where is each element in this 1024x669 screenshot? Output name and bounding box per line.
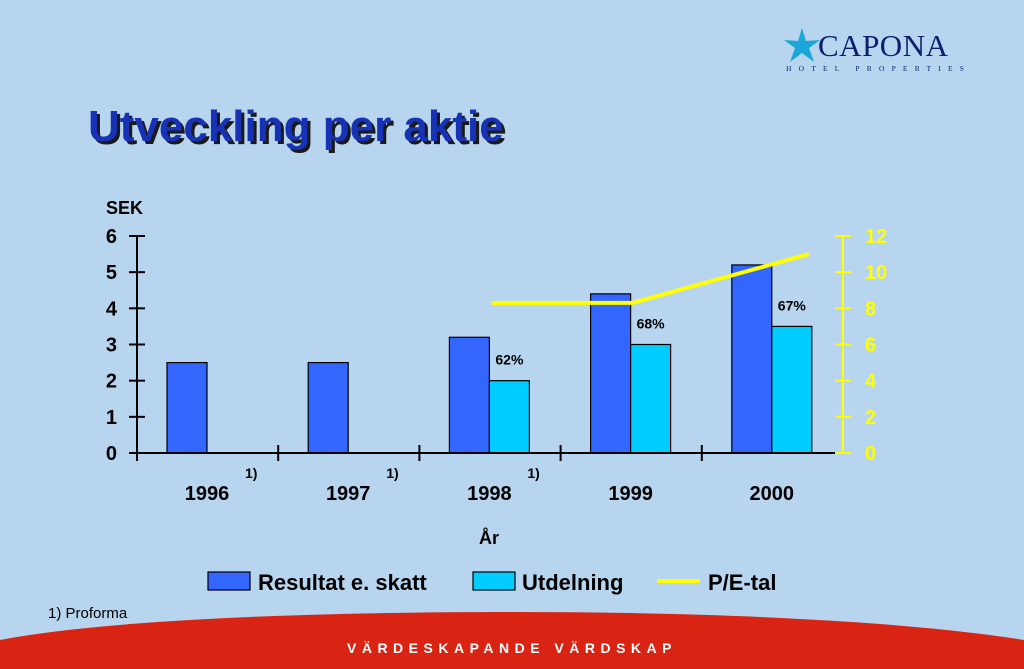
x-tick-note: 1) — [245, 465, 257, 481]
bar-resultat-1997 — [307, 361, 349, 454]
brand-name: CAPONA — [818, 28, 949, 63]
x-tick-note: 1) — [386, 465, 398, 481]
y2-tick-label: 10 — [865, 262, 887, 284]
bar-resultat-2000 — [731, 264, 773, 454]
y2-tick-label: 2 — [865, 407, 876, 429]
y-tick-label: 0 — [106, 443, 117, 465]
x-tick-note: 1) — [527, 465, 539, 481]
y2-tick-label: 4 — [865, 371, 877, 393]
page-title: Utveckling per aktie — [88, 102, 504, 151]
x-tick-label-1996: 1996 — [185, 483, 230, 505]
legend-swatch-resultat — [207, 571, 251, 591]
bar-resultat-1996 — [166, 361, 208, 454]
data-label-1998: 62% — [495, 352, 524, 368]
bar-utdelning-1998 — [488, 380, 530, 454]
y2-tick-label: 12 — [865, 226, 887, 248]
footer-band — [0, 612, 1024, 669]
y-tick-label: 3 — [106, 335, 117, 357]
y-axis-label: SEK — [106, 198, 143, 218]
bar-utdelning-1999 — [629, 343, 672, 454]
y2-tick-label: 8 — [865, 298, 876, 320]
y-tick-label: 6 — [106, 226, 117, 248]
y2-tick-label: 0 — [865, 443, 876, 465]
y-tick-label: 5 — [106, 262, 117, 284]
data-label-1999: 68% — [637, 316, 666, 332]
brand-tagline: HOTEL PROPERTIES — [786, 64, 972, 73]
line-pe-tal — [491, 252, 810, 305]
legend-label-pe: P/E-tal — [708, 570, 776, 595]
x-tick-label-1997: 1997 — [326, 483, 371, 505]
legend-label-utdelning: Utdelning — [522, 570, 623, 595]
y-tick-label: 1 — [106, 407, 117, 429]
y-tick-label: 2 — [106, 371, 117, 393]
star-icon — [784, 28, 820, 62]
footnote: 1) Proforma — [48, 605, 128, 622]
x-tick-label-2000: 2000 — [750, 483, 795, 505]
legend-label-resultat: Resultat e. skatt — [258, 570, 427, 595]
bar-resultat-1998 — [448, 336, 490, 454]
data-label-2000: 67% — [778, 297, 807, 313]
x-axis-label: År — [479, 528, 499, 548]
y2-tick-label: 6 — [865, 335, 876, 357]
y-tick-label: 4 — [106, 298, 118, 320]
x-tick-label-1999: 1999 — [608, 483, 653, 505]
footer-slogan: VÄRDESKAPANDE VÄRDSKAP — [347, 640, 677, 656]
bar-resultat-1999 — [589, 293, 632, 454]
capona-logo: CAPONA HOTEL PROPERTIES — [780, 26, 980, 78]
bar-utdelning-2000 — [771, 325, 813, 454]
legend-swatch-utdelning — [472, 571, 516, 591]
x-tick-label-1998: 1998 — [467, 483, 512, 505]
